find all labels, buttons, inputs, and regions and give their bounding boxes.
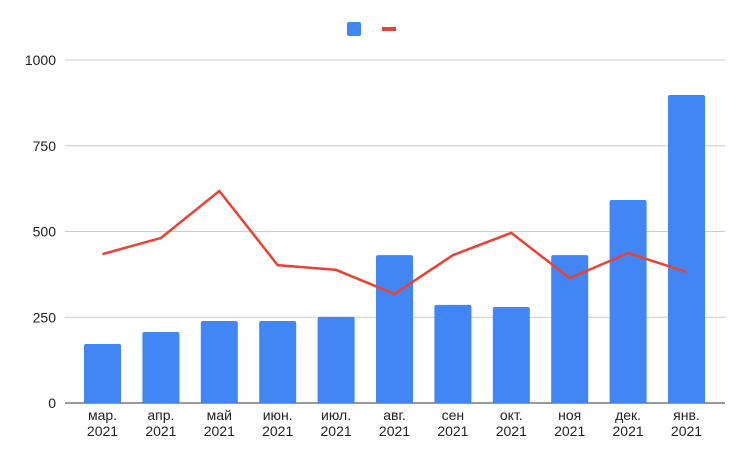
legend-swatch <box>347 22 361 36</box>
x-tick-label-line: янв. <box>673 407 700 423</box>
x-tick-label: апр. 2021 <box>145 407 176 439</box>
bar <box>259 321 297 403</box>
x-tick-label-line: май <box>207 407 232 423</box>
bar <box>200 321 238 403</box>
x-tick-label-line: сен <box>442 407 465 423</box>
y-tick-label: 0 <box>48 395 56 411</box>
x-tick-label-line: 2021 <box>321 423 352 439</box>
x-tick-label-line: 2021 <box>554 423 585 439</box>
y-tick-label: 500 <box>33 224 57 240</box>
bar <box>492 306 530 403</box>
bar <box>668 94 705 404</box>
x-tick-label-line: дек. <box>615 407 641 423</box>
x-tick-label-line: ноя <box>558 407 581 423</box>
x-tick-label: дек. 2021 <box>613 407 644 439</box>
x-tick-label: янв. 2021 <box>671 407 702 439</box>
bar <box>142 331 180 403</box>
x-tick-label-line: 2021 <box>379 423 410 439</box>
bar <box>317 316 355 403</box>
y-tick-label: 750 <box>33 138 57 154</box>
x-tick-label-line: окт. <box>500 407 523 423</box>
x-tick-label-line: 2021 <box>437 423 468 439</box>
bar <box>376 255 413 403</box>
bar <box>609 199 647 403</box>
x-tick-label: авг. 2021 <box>379 407 410 439</box>
x-tick-label-line: мар. <box>88 407 117 423</box>
y-tick-label: 250 <box>33 309 57 325</box>
x-tick-label: июн. 2021 <box>262 407 293 439</box>
legend-swatch <box>382 27 396 31</box>
x-tick-label-line: 2021 <box>204 423 235 439</box>
x-tick-label-line: апр. <box>147 407 174 423</box>
x-tick-label: июл. 2021 <box>321 407 352 439</box>
x-tick-label-line: 2021 <box>145 423 176 439</box>
x-tick-label-line: 2021 <box>496 423 527 439</box>
x-tick-label: май 2021 <box>204 407 235 439</box>
x-tick-label-line: июн. <box>263 407 293 423</box>
bar <box>84 344 121 403</box>
x-tick-label-line: 2021 <box>671 423 702 439</box>
x-tick-label: окт. 2021 <box>496 407 527 439</box>
x-tick-label-line: 2021 <box>262 423 293 439</box>
x-tick-label-line: 2021 <box>613 423 644 439</box>
bar <box>434 304 472 403</box>
x-tick-label-line: 2021 <box>87 423 118 439</box>
x-tick-label-line: июл. <box>321 407 351 423</box>
x-tick-label: мар. 2021 <box>87 407 118 439</box>
x-tick-label: сен 2021 <box>437 407 468 439</box>
bar <box>551 255 589 403</box>
x-tick-label-line: авг. <box>383 407 406 423</box>
y-tick-label: 1000 <box>25 52 56 68</box>
x-tick-label: ноя 2021 <box>554 407 585 439</box>
line <box>102 189 687 296</box>
